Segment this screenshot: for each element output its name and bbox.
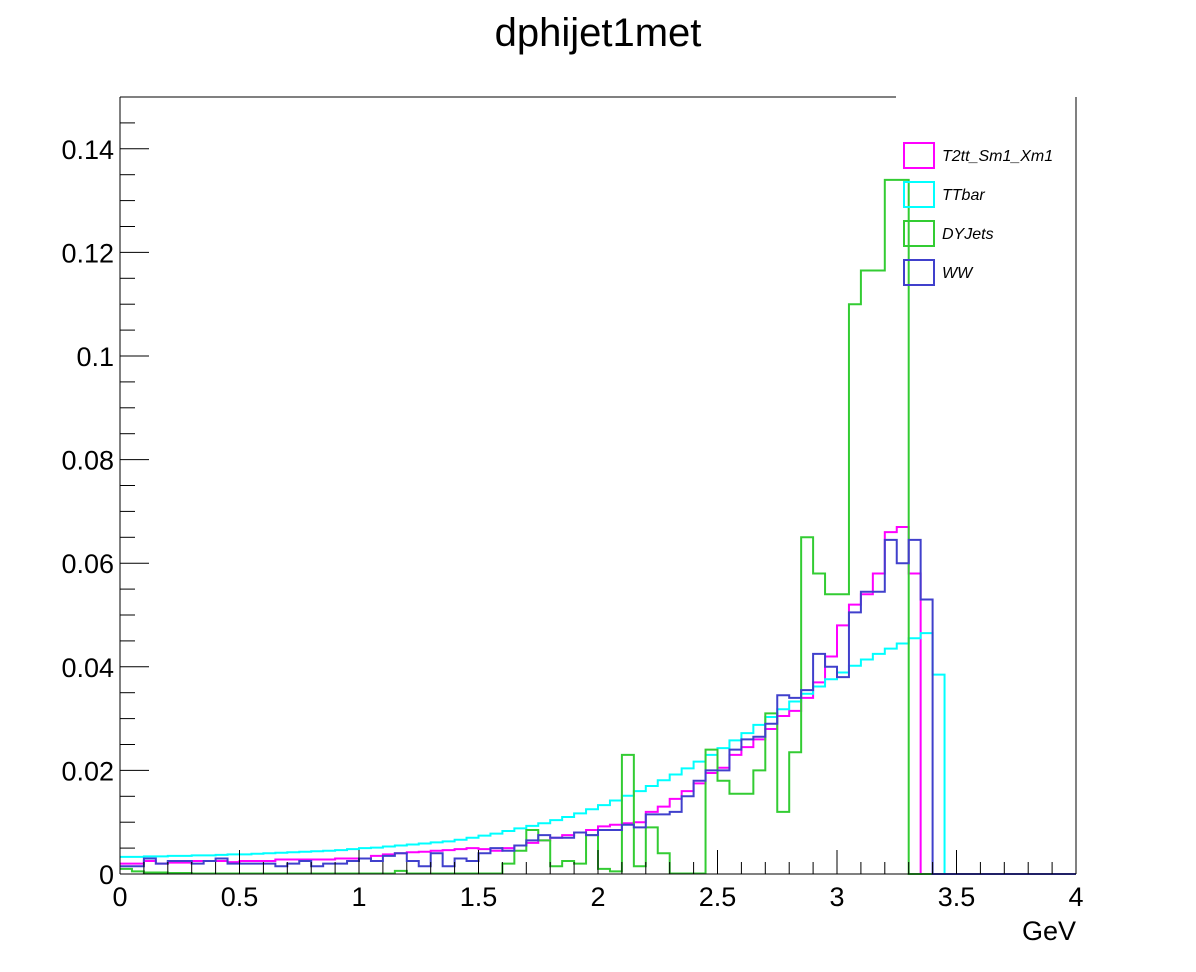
x-tick-label: 3 [829, 882, 844, 912]
axes-layer: 0 0.02 0.04 0.06 0.08 0.1 0.12 0.14 0 0.5 1 1.5 2 2.5… [61, 96, 1084, 912]
y-tick-label: 0 [99, 860, 114, 890]
legend-label-3: WW [942, 265, 974, 282]
chart-title: dphijet1met [495, 11, 702, 55]
legend-swatch-0 [903, 142, 935, 169]
series-line-1 [120, 632, 1076, 875]
y-tick-label: 0.02 [61, 756, 114, 786]
legend: T2tt_Sm1_Xm1 TTbar DYJets WW [903, 142, 1053, 286]
y-tick-label: 0.12 [61, 238, 114, 268]
y-tick-label: 0.04 [61, 653, 114, 683]
legend-label-2: DYJets [942, 226, 994, 243]
x-tick-label: 3.5 [938, 882, 976, 912]
y-tick-label: 0.08 [61, 446, 114, 476]
legend-swatch-1 [903, 181, 935, 208]
legend-swatch-3 [903, 259, 935, 286]
x-tick-label: 2.5 [699, 882, 737, 912]
legend-swatch-2 [903, 220, 935, 247]
x-tick-label: 2 [590, 882, 605, 912]
legend-label-1: TTbar [942, 187, 985, 204]
series-line-2 [120, 178, 1076, 875]
x-tick-label: 4 [1068, 882, 1083, 912]
x-tick-label: 0 [112, 882, 127, 912]
x-tick-label: 0.5 [221, 882, 259, 912]
x-tick-label: 1.5 [460, 882, 498, 912]
series-line-0 [120, 525, 1076, 875]
y-tick-label: 0.14 [61, 135, 114, 165]
x-tick-label: 1 [351, 882, 366, 912]
y-tick-label: 0.06 [61, 549, 114, 579]
x-axis-label: GeV [1022, 916, 1076, 946]
legend-label-0: T2tt_Sm1_Xm1 [942, 148, 1053, 165]
y-tick-label: 0.1 [76, 342, 114, 372]
